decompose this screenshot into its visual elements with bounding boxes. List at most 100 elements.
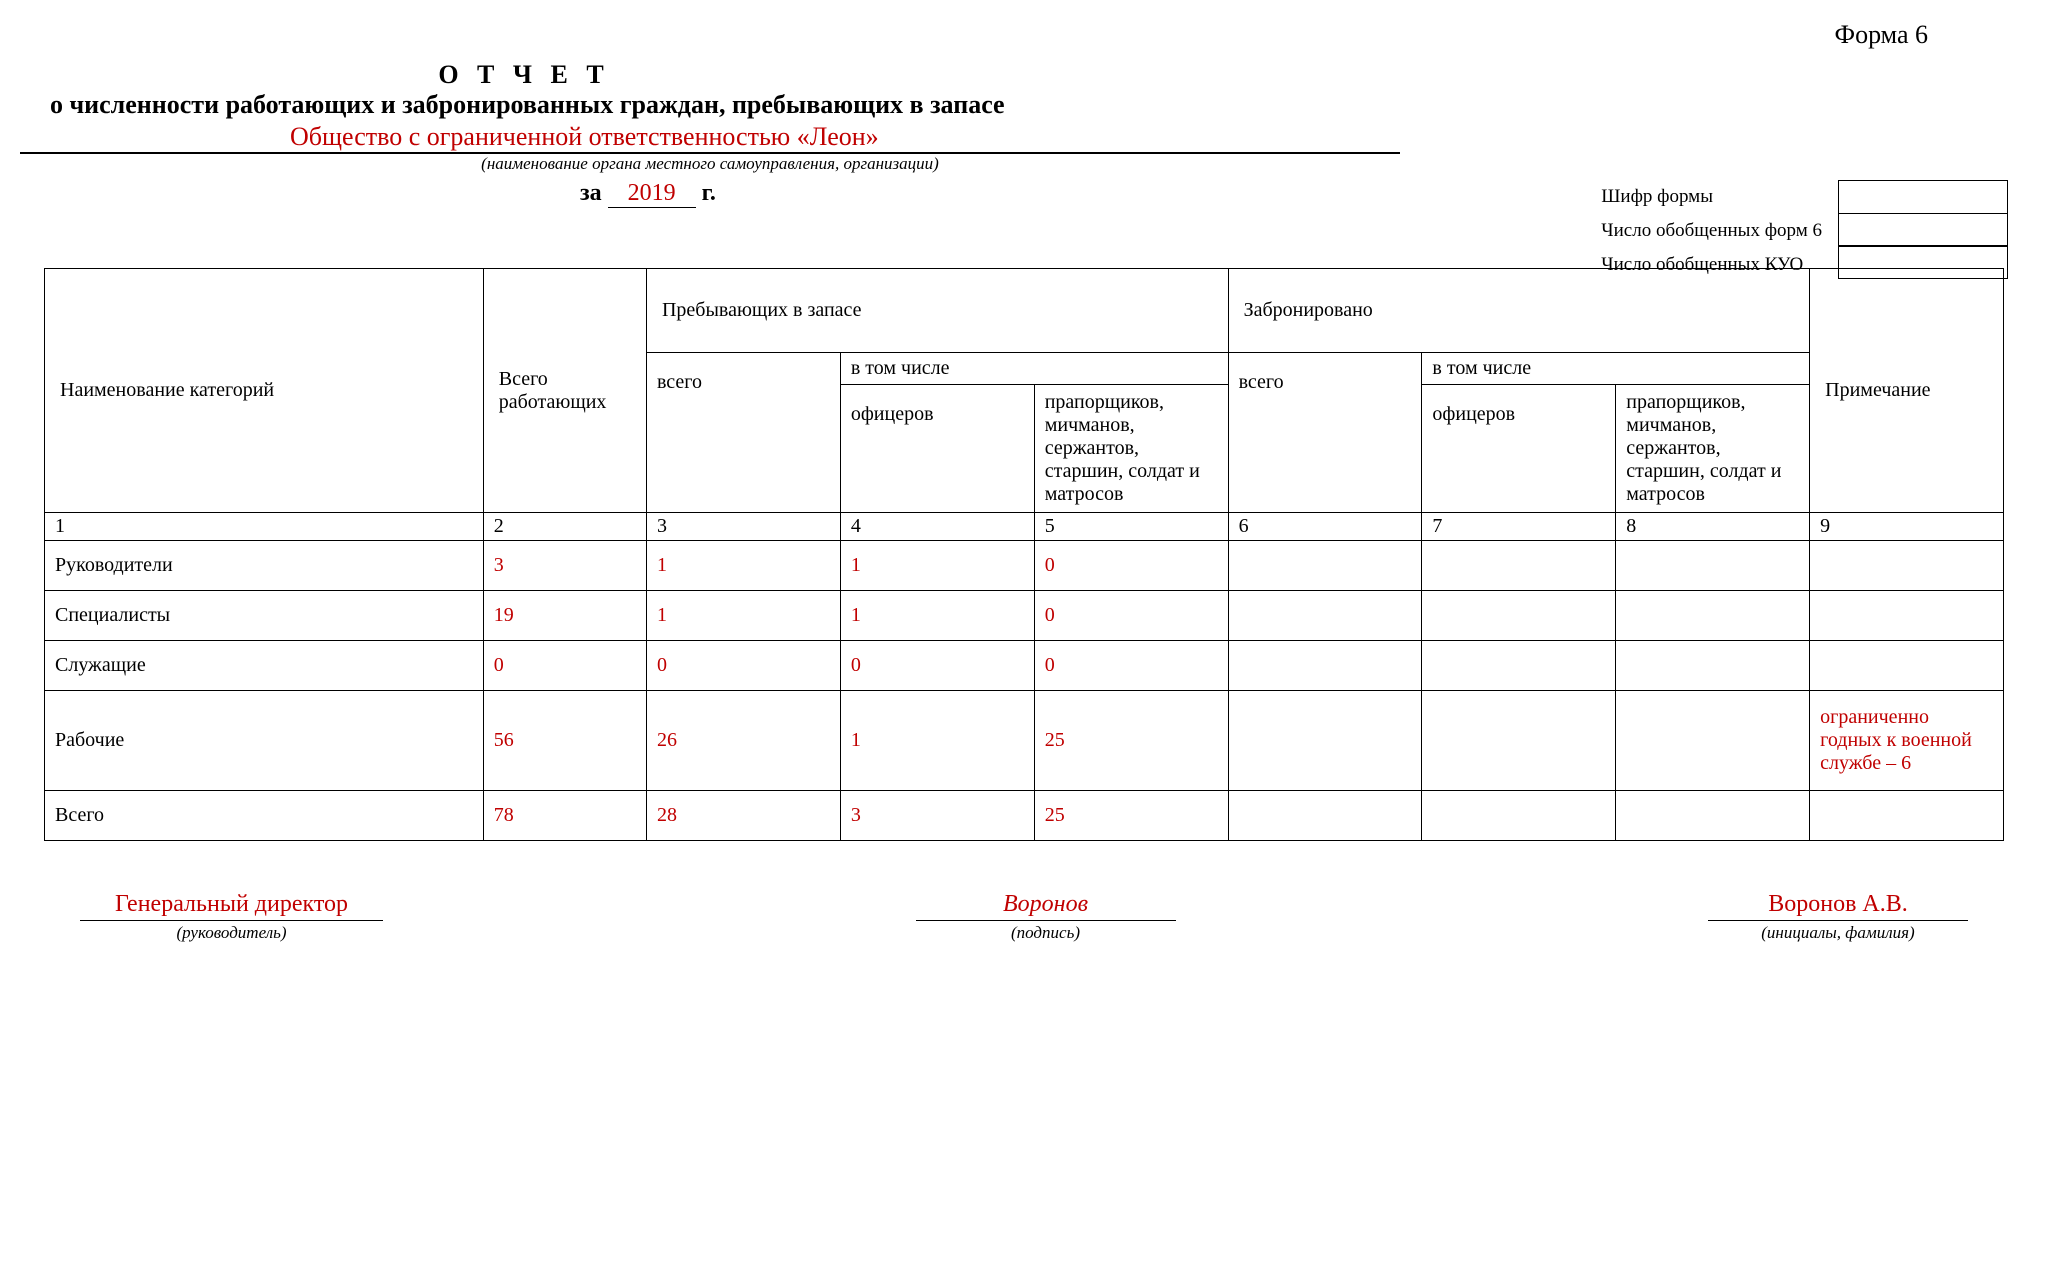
cell-c2: 56 bbox=[483, 691, 646, 791]
meta-cipher-box bbox=[1838, 180, 2008, 214]
sig-name-hint: (инициалы, фамилия) bbox=[1708, 923, 1968, 943]
organization-hint: (наименование органа местного самоуправл… bbox=[20, 154, 1400, 174]
th-reserve-total: всего bbox=[646, 353, 840, 513]
cell-c8 bbox=[1616, 541, 1810, 591]
cell-c4: 1 bbox=[840, 691, 1034, 791]
th-booked-including: в том числе bbox=[1422, 353, 1810, 385]
year-suffix: г. bbox=[702, 180, 716, 206]
sig-name-block: Воронов А.В. (инициалы, фамилия) bbox=[1708, 891, 1968, 943]
sig-sign-hint: (подпись) bbox=[916, 923, 1176, 943]
cell-c3: 0 bbox=[646, 641, 840, 691]
meta-forms6-label: Число обобщенных форм 6 bbox=[1601, 214, 1822, 248]
row-label: Специалисты bbox=[45, 591, 484, 641]
colnum-4: 4 bbox=[840, 513, 1034, 541]
cell-c3: 26 bbox=[646, 691, 840, 791]
cell-c6 bbox=[1228, 641, 1422, 691]
colnum-6: 6 bbox=[1228, 513, 1422, 541]
colnum-7: 7 bbox=[1422, 513, 1616, 541]
table-row: Рабочие 56 26 1 25 ограниченно годных к … bbox=[45, 691, 2004, 791]
meta-kuo-box bbox=[1838, 245, 2008, 279]
cell-c4: 1 bbox=[840, 541, 1034, 591]
header-block: О Т Ч Е Т о численности работающих и заб… bbox=[20, 60, 2028, 208]
cell-c3: 1 bbox=[646, 541, 840, 591]
colnum-1: 1 bbox=[45, 513, 484, 541]
sig-role-hint: (руководитель) bbox=[80, 923, 383, 943]
th-reserve: Пребывающих в запасе bbox=[646, 269, 1228, 353]
row-label: Всего bbox=[45, 791, 484, 841]
cell-c9: ограниченно годных к военной службе – 6 bbox=[1810, 691, 2004, 791]
cell-c7 bbox=[1422, 641, 1616, 691]
cell-c6 bbox=[1228, 591, 1422, 641]
colnum-9: 9 bbox=[1810, 513, 2004, 541]
column-number-row: 1 2 3 4 5 6 7 8 9 bbox=[45, 513, 2004, 541]
row-label: Служащие bbox=[45, 641, 484, 691]
cell-c7 bbox=[1422, 691, 1616, 791]
cell-c9 bbox=[1810, 591, 2004, 641]
sig-sign-value: Воронов bbox=[916, 891, 1176, 921]
cell-c9 bbox=[1810, 541, 2004, 591]
cell-c9 bbox=[1810, 791, 2004, 841]
cell-c5: 25 bbox=[1034, 691, 1228, 791]
cell-c7 bbox=[1422, 791, 1616, 841]
table-row: Специалисты 19 1 1 0 bbox=[45, 591, 2004, 641]
table-row: Всего 78 28 3 25 bbox=[45, 791, 2004, 841]
th-reserve-including: в том числе bbox=[840, 353, 1228, 385]
colnum-3: 3 bbox=[646, 513, 840, 541]
cell-c3: 28 bbox=[646, 791, 840, 841]
year-prefix: за bbox=[580, 180, 602, 206]
meta-kuo-label: Число обобщенных КУО bbox=[1601, 248, 1822, 282]
cell-c7 bbox=[1422, 591, 1616, 641]
sig-role-value: Генеральный директор bbox=[80, 891, 383, 921]
cell-c4: 3 bbox=[840, 791, 1034, 841]
th-reserve-officers: офицеров bbox=[840, 385, 1034, 513]
sig-sign-block: Воронов (подпись) bbox=[916, 891, 1176, 943]
sig-role-block: Генеральный директор (руководитель) bbox=[80, 891, 383, 943]
cell-c8 bbox=[1616, 791, 1810, 841]
cell-c3: 1 bbox=[646, 591, 840, 641]
cell-c5: 25 bbox=[1034, 791, 1228, 841]
cell-c5: 0 bbox=[1034, 641, 1228, 691]
year-value: 2019 bbox=[608, 180, 696, 208]
form-number: Форма 6 bbox=[20, 20, 2028, 50]
colnum-2: 2 bbox=[483, 513, 646, 541]
cell-c4: 1 bbox=[840, 591, 1034, 641]
colnum-8: 8 bbox=[1616, 513, 1810, 541]
th-total-workers: Всего работающих bbox=[483, 269, 646, 513]
organization-name: Общество с ограниченной ответственностью… bbox=[20, 122, 1400, 154]
cell-c8 bbox=[1616, 641, 1810, 691]
cell-c6 bbox=[1228, 791, 1422, 841]
sig-name-value: Воронов А.В. bbox=[1708, 891, 1968, 921]
cell-c5: 0 bbox=[1034, 541, 1228, 591]
cell-c8 bbox=[1616, 591, 1810, 641]
th-booked-warrant: прапорщиков, мичманов, сержантов, старши… bbox=[1616, 385, 1810, 513]
cell-c6 bbox=[1228, 691, 1422, 791]
cell-c8 bbox=[1616, 691, 1810, 791]
cell-c2: 19 bbox=[483, 591, 646, 641]
cell-c9 bbox=[1810, 641, 2004, 691]
cell-c7 bbox=[1422, 541, 1616, 591]
th-booked-officers: офицеров bbox=[1422, 385, 1616, 513]
cell-c6 bbox=[1228, 541, 1422, 591]
signatures: Генеральный директор (руководитель) Воро… bbox=[80, 891, 1968, 943]
meta-forms6-box bbox=[1838, 213, 2008, 247]
th-booked-total: всего bbox=[1228, 353, 1422, 513]
cell-c2: 0 bbox=[483, 641, 646, 691]
row-label: Рабочие bbox=[45, 691, 484, 791]
meta-cipher-label: Шифр формы bbox=[1601, 180, 1822, 214]
th-category: Наименование категорий bbox=[45, 269, 484, 513]
th-note: Примечание bbox=[1810, 269, 2004, 513]
report-title-1: О Т Ч Е Т bbox=[0, 60, 2028, 90]
cell-c2: 3 bbox=[483, 541, 646, 591]
meta-box: Шифр формы Число обобщенных форм 6 Число… bbox=[1601, 180, 2008, 283]
row-label: Руководители bbox=[45, 541, 484, 591]
main-table: Наименование категорий Всего работающих … bbox=[44, 268, 2004, 841]
th-reserve-warrant: прапорщиков, мичманов, сержантов, старши… bbox=[1034, 385, 1228, 513]
colnum-5: 5 bbox=[1034, 513, 1228, 541]
cell-c2: 78 bbox=[483, 791, 646, 841]
cell-c4: 0 bbox=[840, 641, 1034, 691]
cell-c5: 0 bbox=[1034, 591, 1228, 641]
table-row: Руководители 3 1 1 0 bbox=[45, 541, 2004, 591]
table-row: Служащие 0 0 0 0 bbox=[45, 641, 2004, 691]
report-title-2: о численности работающих и забронированн… bbox=[20, 90, 2028, 120]
year-line: за 2019 г. bbox=[20, 180, 1400, 208]
